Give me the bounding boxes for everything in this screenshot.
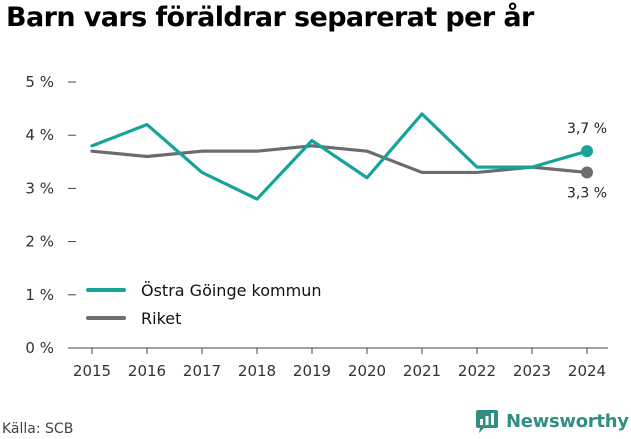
x-tick-label: 2016 xyxy=(128,362,166,380)
x-tick-label: 2023 xyxy=(513,362,551,380)
x-tick-label: 2021 xyxy=(403,362,441,380)
brand-name: Newsworthy xyxy=(506,410,629,432)
x-tick-label: 2017 xyxy=(183,362,221,380)
y-tick-label: 4 % xyxy=(25,126,54,144)
y-tick-label: 3 % xyxy=(25,179,54,197)
chart-title: Barn vars föräldrar separerat per år xyxy=(6,2,534,33)
newsworthy-logo-icon xyxy=(476,410,498,433)
legend-label: Riket xyxy=(141,309,181,328)
series-end-point xyxy=(581,145,593,158)
y-tick-label: 2 % xyxy=(25,233,54,251)
x-tick-label: 2024 xyxy=(568,362,606,380)
legend-label: Östra Göinge kommun xyxy=(141,281,321,300)
y-tick-label: 5 % xyxy=(25,73,54,91)
x-tick-label: 2019 xyxy=(293,362,331,380)
series-end-point xyxy=(581,166,593,179)
y-tick-label: 0 % xyxy=(25,339,54,357)
x-tick-label: 2018 xyxy=(238,362,276,380)
series-line xyxy=(90,144,589,175)
x-tick-label: 2015 xyxy=(73,362,111,380)
y-tick-label: 1 % xyxy=(25,286,54,304)
end-value-label: 3,3 % xyxy=(567,185,607,201)
x-tick-label: 2020 xyxy=(348,362,386,380)
series-line xyxy=(90,112,589,201)
end-value-label: 3,7 % xyxy=(567,121,607,137)
brand: Newsworthy xyxy=(474,408,629,434)
source-note: Källa: SCB xyxy=(2,421,74,437)
x-tick-label: 2022 xyxy=(458,362,496,380)
